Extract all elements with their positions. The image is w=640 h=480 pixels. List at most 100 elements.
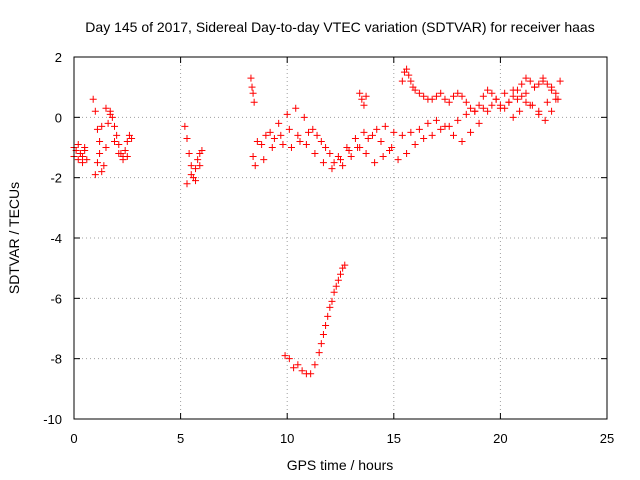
data-point — [364, 134, 372, 142]
data-point — [398, 131, 406, 139]
data-point — [249, 89, 257, 97]
data-point — [462, 110, 470, 118]
data-point — [281, 352, 289, 360]
data-point — [518, 80, 526, 88]
data-point — [192, 177, 200, 185]
data-point — [311, 150, 319, 158]
data-point — [522, 89, 530, 97]
series-segment-3 — [181, 122, 206, 188]
x-tick-label: 15 — [387, 431, 401, 446]
data-point — [345, 147, 353, 155]
data-point — [298, 367, 306, 375]
data-point — [539, 74, 547, 82]
data-point — [93, 125, 101, 133]
data-point — [300, 113, 308, 121]
data-point — [454, 116, 462, 124]
data-point — [548, 86, 556, 94]
data-point — [187, 162, 195, 170]
data-point — [309, 125, 317, 133]
data-point — [509, 92, 517, 100]
data-point — [102, 104, 110, 112]
data-point — [518, 92, 526, 100]
data-point — [79, 153, 87, 161]
data-point — [183, 180, 191, 188]
x-tick-label: 20 — [493, 431, 507, 446]
series-segment-11 — [281, 261, 349, 378]
data-point — [319, 159, 327, 167]
data-points — [70, 65, 564, 378]
data-point — [250, 98, 258, 106]
data-point — [420, 134, 428, 142]
data-point — [283, 110, 291, 118]
data-point — [183, 134, 191, 142]
data-point — [449, 131, 457, 139]
data-point — [115, 140, 123, 148]
data-point — [328, 297, 336, 305]
data-point — [121, 147, 129, 155]
data-point — [437, 125, 445, 133]
series-segment-4 — [247, 74, 258, 106]
data-point — [479, 92, 487, 100]
data-point — [368, 131, 376, 139]
data-point — [337, 270, 344, 278]
data-point — [326, 303, 334, 311]
data-point — [479, 104, 487, 112]
data-point — [260, 156, 268, 164]
x-axis-label: GPS time / hours — [287, 457, 394, 473]
data-point — [411, 140, 419, 148]
data-point — [381, 122, 389, 130]
data-point — [354, 144, 362, 151]
data-point — [403, 150, 411, 158]
data-point — [467, 128, 475, 136]
data-point — [492, 95, 500, 103]
data-point — [123, 153, 131, 161]
y-tick-label: 0 — [55, 110, 62, 125]
y-tick-label: 2 — [55, 50, 62, 65]
data-point — [424, 119, 432, 127]
data-point — [415, 125, 423, 133]
data-point — [373, 125, 381, 133]
data-point — [428, 95, 436, 103]
data-point — [513, 95, 521, 103]
data-point — [270, 134, 278, 142]
data-point — [526, 77, 534, 85]
data-point — [552, 89, 560, 97]
y-tick-label: -4 — [50, 231, 62, 246]
data-point — [279, 140, 287, 148]
data-point — [360, 128, 368, 136]
data-point — [484, 107, 492, 115]
data-point — [388, 144, 396, 151]
data-point — [362, 150, 370, 158]
data-point — [100, 162, 108, 170]
data-point — [330, 288, 338, 296]
data-point — [328, 165, 336, 173]
data-point — [262, 131, 270, 139]
data-point — [556, 77, 564, 85]
y-tick-label: -6 — [50, 291, 62, 306]
grid-lines — [74, 57, 607, 419]
data-point — [548, 107, 556, 115]
data-point — [390, 128, 398, 136]
data-point — [516, 107, 524, 115]
data-point — [258, 140, 266, 148]
data-point — [248, 83, 256, 91]
data-point — [123, 137, 131, 145]
data-point — [432, 92, 440, 100]
data-point — [501, 104, 509, 112]
data-point — [74, 140, 82, 148]
data-point — [351, 134, 359, 142]
data-point — [317, 340, 325, 348]
data-point — [471, 107, 479, 115]
data-point — [405, 71, 413, 79]
data-point — [277, 131, 285, 139]
x-tick-label: 25 — [600, 431, 614, 446]
data-point — [111, 122, 119, 130]
data-point — [198, 147, 206, 155]
data-point — [475, 119, 483, 127]
series-segment-2 — [89, 95, 136, 179]
data-point — [362, 92, 370, 100]
data-point — [319, 331, 327, 339]
data-point — [74, 156, 82, 164]
data-point — [467, 104, 475, 112]
data-point — [513, 86, 521, 94]
